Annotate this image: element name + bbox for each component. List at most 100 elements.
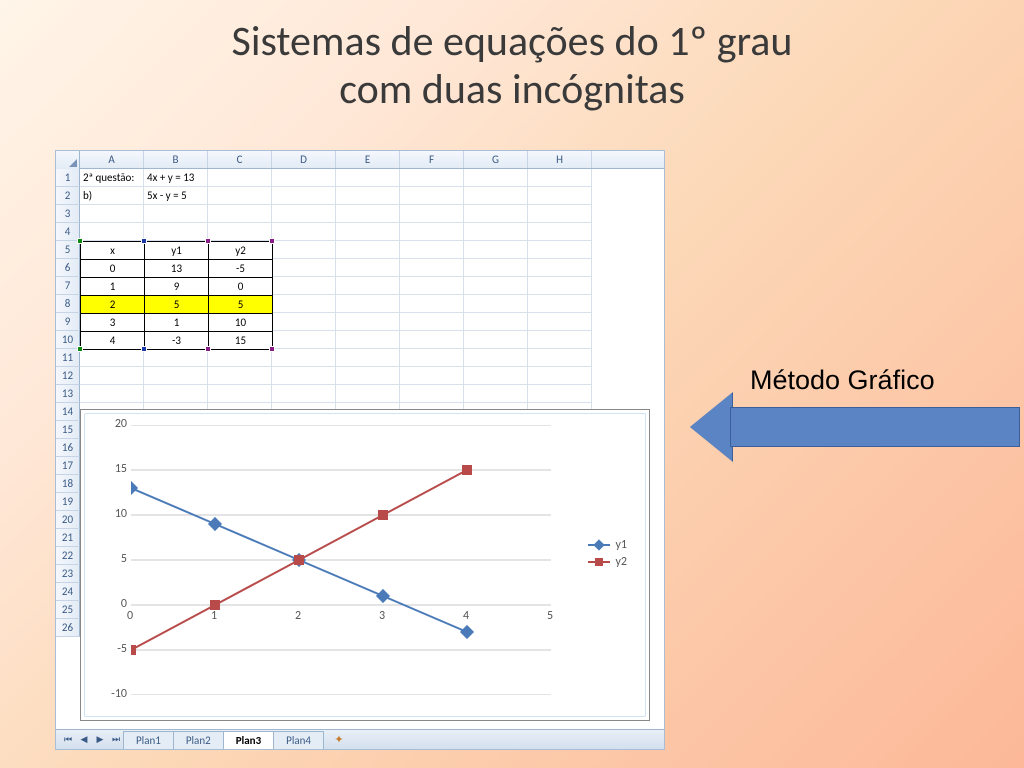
cell-F13[interactable] [400, 385, 464, 403]
sheet-tab-plan1[interactable]: Plan1 [123, 731, 174, 749]
cell-A11[interactable] [80, 349, 144, 367]
cell-G13[interactable] [464, 385, 528, 403]
column-header-G[interactable]: G [464, 151, 528, 168]
cell-G2[interactable] [464, 187, 528, 205]
cell-B3[interactable] [144, 205, 208, 223]
cell-H1[interactable] [528, 169, 592, 187]
row-header-12[interactable]: 12 [56, 367, 80, 385]
select-all-corner[interactable] [56, 151, 80, 169]
cell-D5[interactable] [272, 241, 336, 259]
tab-nav-first-icon[interactable]: ⏮ [60, 733, 76, 747]
cell-F12[interactable] [400, 367, 464, 385]
cell-F5[interactable] [400, 241, 464, 259]
cell-H10[interactable] [528, 331, 592, 349]
cell-A2[interactable]: b) [80, 187, 144, 205]
cell-A3[interactable] [80, 205, 144, 223]
cell-E3[interactable] [336, 205, 400, 223]
cell-C3[interactable] [208, 205, 272, 223]
cell-H12[interactable] [528, 367, 592, 385]
cell-E4[interactable] [336, 223, 400, 241]
row-header-15[interactable]: 15 [56, 421, 80, 439]
cell-E5[interactable] [336, 241, 400, 259]
cell-D10[interactable] [272, 331, 336, 349]
row-header-19[interactable]: 19 [56, 493, 80, 511]
cell-F1[interactable] [400, 169, 464, 187]
cell-B13[interactable] [144, 385, 208, 403]
row-header-22[interactable]: 22 [56, 547, 80, 565]
cell-G7[interactable] [464, 277, 528, 295]
row-header-7[interactable]: 7 [56, 277, 80, 295]
cell-G11[interactable] [464, 349, 528, 367]
row-header-9[interactable]: 9 [56, 313, 80, 331]
row-header-8[interactable]: 8 [56, 295, 80, 313]
cell-F6[interactable] [400, 259, 464, 277]
cell-H4[interactable] [528, 223, 592, 241]
cell-D13[interactable] [272, 385, 336, 403]
column-header-D[interactable]: D [272, 151, 336, 168]
cell-B4[interactable] [144, 223, 208, 241]
cell-A1[interactable]: 2ª questão: [80, 169, 144, 187]
column-header-F[interactable]: F [400, 151, 464, 168]
cell-D8[interactable] [272, 295, 336, 313]
cell-F10[interactable] [400, 331, 464, 349]
cell-G10[interactable] [464, 331, 528, 349]
column-header-E[interactable]: E [336, 151, 400, 168]
cell-H6[interactable] [528, 259, 592, 277]
cell-G6[interactable] [464, 259, 528, 277]
cell-E9[interactable] [336, 313, 400, 331]
cell-D6[interactable] [272, 259, 336, 277]
cell-H3[interactable] [528, 205, 592, 223]
cell-H11[interactable] [528, 349, 592, 367]
cell-E7[interactable] [336, 277, 400, 295]
column-header-A[interactable]: A [80, 151, 144, 168]
cell-C4[interactable] [208, 223, 272, 241]
cell-G3[interactable] [464, 205, 528, 223]
cell-H8[interactable] [528, 295, 592, 313]
row-header-13[interactable]: 13 [56, 385, 80, 403]
row-header-25[interactable]: 25 [56, 601, 80, 619]
cell-B2[interactable]: 5x - y = 5 [144, 187, 208, 205]
tab-nav-prev-icon[interactable]: ◀ [76, 733, 92, 747]
cell-F11[interactable] [400, 349, 464, 367]
cell-A12[interactable] [80, 367, 144, 385]
cell-H5[interactable] [528, 241, 592, 259]
tab-nav-last-icon[interactable]: ⏭ [108, 733, 124, 747]
cell-G9[interactable] [464, 313, 528, 331]
embedded-chart[interactable]: -10-505101520 012345 y1 y2 [80, 409, 650, 721]
cell-E12[interactable] [336, 367, 400, 385]
cell-D3[interactable] [272, 205, 336, 223]
cell-A13[interactable] [80, 385, 144, 403]
row-header-23[interactable]: 23 [56, 565, 80, 583]
cell-C11[interactable] [208, 349, 272, 367]
cell-D9[interactable] [272, 313, 336, 331]
cell-E8[interactable] [336, 295, 400, 313]
row-header-1[interactable]: 1 [56, 169, 80, 187]
cell-F7[interactable] [400, 277, 464, 295]
cell-F2[interactable] [400, 187, 464, 205]
cell-A4[interactable] [80, 223, 144, 241]
sheet-tab-plan4[interactable]: Plan4 [273, 731, 324, 749]
cell-F4[interactable] [400, 223, 464, 241]
cell-E6[interactable] [336, 259, 400, 277]
cell-H13[interactable] [528, 385, 592, 403]
cell-B11[interactable] [144, 349, 208, 367]
tab-nav-next-icon[interactable]: ▶ [92, 733, 108, 747]
cell-E2[interactable] [336, 187, 400, 205]
cell-G5[interactable] [464, 241, 528, 259]
cell-E1[interactable] [336, 169, 400, 187]
row-header-2[interactable]: 2 [56, 187, 80, 205]
column-header-B[interactable]: B [144, 151, 208, 168]
cell-D2[interactable] [272, 187, 336, 205]
cell-G1[interactable] [464, 169, 528, 187]
cell-C13[interactable] [208, 385, 272, 403]
new-sheet-icon[interactable]: ✦ [324, 733, 354, 746]
cell-F3[interactable] [400, 205, 464, 223]
cell-F9[interactable] [400, 313, 464, 331]
cell-D12[interactable] [272, 367, 336, 385]
cell-B1[interactable]: 4x + y = 13 [144, 169, 208, 187]
cell-E11[interactable] [336, 349, 400, 367]
row-header-17[interactable]: 17 [56, 457, 80, 475]
cell-C12[interactable] [208, 367, 272, 385]
cell-H2[interactable] [528, 187, 592, 205]
cell-E10[interactable] [336, 331, 400, 349]
